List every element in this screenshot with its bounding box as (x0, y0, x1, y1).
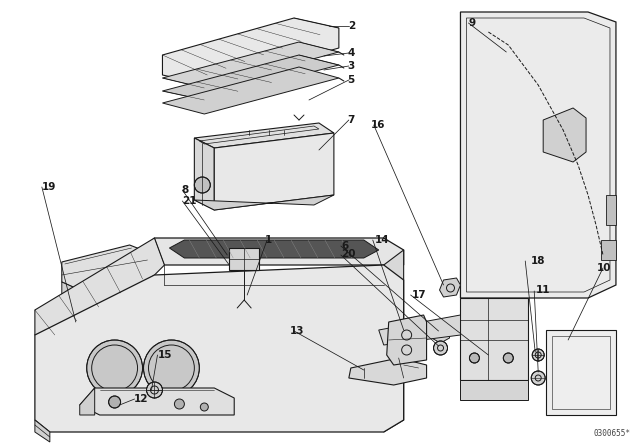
Circle shape (109, 396, 120, 408)
Circle shape (200, 403, 208, 411)
Text: 15: 15 (158, 350, 173, 360)
Polygon shape (170, 240, 379, 258)
Text: 13: 13 (290, 326, 305, 336)
Polygon shape (460, 298, 528, 380)
Text: 12: 12 (134, 394, 148, 404)
Polygon shape (35, 420, 50, 442)
Polygon shape (440, 278, 460, 297)
Polygon shape (35, 265, 404, 432)
Polygon shape (80, 388, 95, 415)
Text: 3: 3 (348, 61, 355, 71)
Circle shape (175, 399, 184, 409)
Text: 16: 16 (371, 120, 386, 129)
Circle shape (143, 340, 199, 396)
Polygon shape (195, 195, 334, 210)
Polygon shape (229, 248, 259, 270)
Polygon shape (546, 330, 616, 415)
Text: 6: 6 (341, 241, 349, 250)
Polygon shape (460, 12, 616, 298)
Circle shape (433, 341, 447, 355)
Polygon shape (543, 108, 586, 162)
Text: 21: 21 (182, 196, 196, 206)
Polygon shape (35, 238, 164, 340)
Polygon shape (214, 133, 334, 210)
Text: 2: 2 (348, 21, 355, 31)
Polygon shape (140, 238, 404, 265)
Polygon shape (460, 380, 528, 400)
Text: 18: 18 (531, 256, 545, 266)
Text: 1: 1 (265, 235, 272, 245)
Polygon shape (606, 195, 616, 225)
Text: 8: 8 (182, 185, 189, 195)
Polygon shape (431, 320, 449, 343)
Text: 4: 4 (348, 48, 355, 58)
Polygon shape (163, 18, 339, 85)
Polygon shape (163, 42, 339, 88)
Polygon shape (387, 315, 427, 365)
Circle shape (503, 353, 513, 363)
Polygon shape (62, 245, 147, 290)
Circle shape (531, 371, 545, 385)
Text: 17: 17 (412, 290, 426, 300)
Circle shape (147, 382, 163, 398)
Polygon shape (195, 138, 214, 210)
Text: 20: 20 (341, 250, 356, 259)
Text: 19: 19 (42, 182, 56, 192)
Polygon shape (73, 318, 97, 336)
Polygon shape (163, 55, 339, 100)
Polygon shape (349, 358, 427, 385)
Text: 11: 11 (536, 285, 550, 295)
Circle shape (195, 177, 211, 193)
Text: 0300655*: 0300655* (593, 429, 630, 438)
Circle shape (86, 340, 143, 396)
Polygon shape (384, 250, 404, 432)
Text: 9: 9 (469, 18, 476, 28)
Polygon shape (601, 240, 616, 260)
Text: 5: 5 (348, 75, 355, 85)
Polygon shape (163, 67, 339, 114)
Polygon shape (379, 315, 460, 345)
Polygon shape (62, 282, 80, 305)
Text: 14: 14 (375, 235, 390, 245)
Text: 7: 7 (348, 115, 355, 125)
Polygon shape (195, 123, 334, 148)
Circle shape (532, 349, 544, 361)
Circle shape (469, 353, 479, 363)
Polygon shape (80, 388, 234, 415)
Text: 10: 10 (596, 263, 611, 273)
